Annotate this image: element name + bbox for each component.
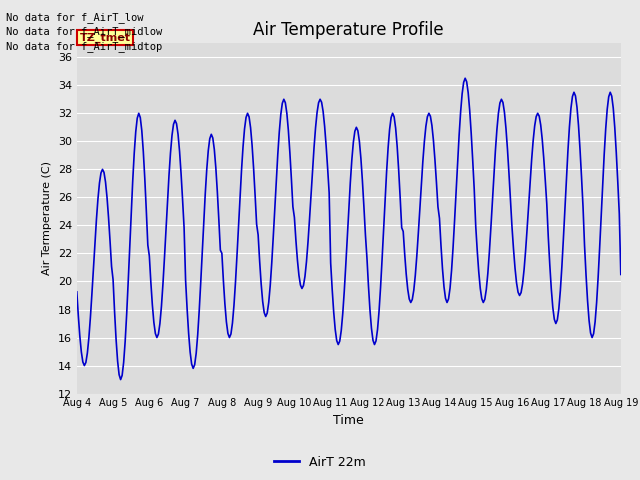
Text: No data for f_AirT_midtop: No data for f_AirT_midtop [6,41,163,52]
Y-axis label: Air Termperature (C): Air Termperature (C) [42,161,52,276]
Text: No data for f_AirT_midlow: No data for f_AirT_midlow [6,26,163,37]
Title: Air Temperature Profile: Air Temperature Profile [253,21,444,39]
Text: TZ_tmet: TZ_tmet [79,33,131,43]
Legend: AirT 22m: AirT 22m [269,451,371,474]
X-axis label: Time: Time [333,414,364,427]
Text: No data for f_AirT_low: No data for f_AirT_low [6,12,144,23]
